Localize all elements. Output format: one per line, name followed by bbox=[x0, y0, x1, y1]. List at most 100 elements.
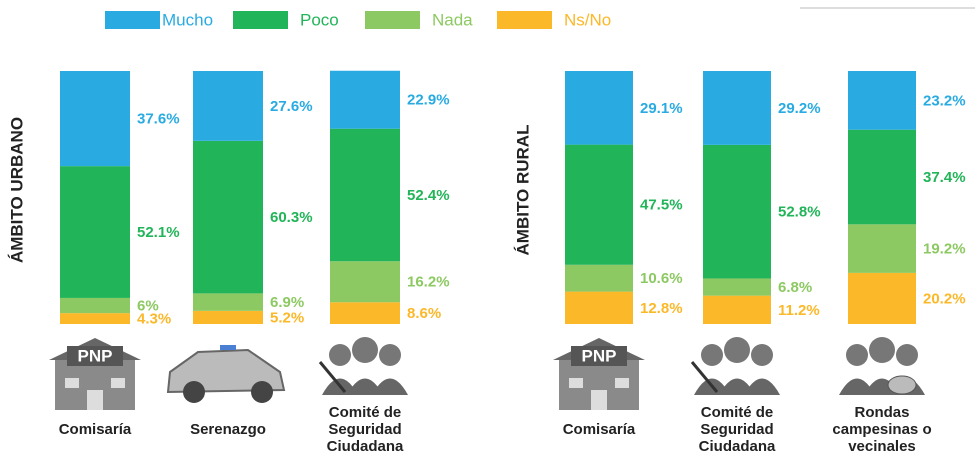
icon-sign: PNP bbox=[78, 346, 113, 365]
icon bbox=[839, 337, 925, 395]
value-label: 37.6% bbox=[137, 111, 180, 128]
bar-segment bbox=[193, 71, 263, 141]
side-label: ÁMBITO URBANO bbox=[7, 117, 26, 263]
icon-shape bbox=[846, 344, 868, 366]
icon-shape bbox=[67, 346, 123, 366]
icon-shape bbox=[87, 390, 103, 410]
legend-label: Poco bbox=[300, 10, 339, 29]
bar-segment bbox=[330, 261, 400, 303]
value-label: 20.2% bbox=[923, 290, 966, 307]
category-label: Comisaría bbox=[562, 420, 636, 438]
value-label: 10.6% bbox=[640, 270, 683, 287]
bar-segment bbox=[60, 166, 130, 298]
icon-shape bbox=[352, 337, 378, 363]
icon-shape bbox=[372, 378, 408, 395]
value-label: 4.3% bbox=[137, 311, 171, 328]
value-label: 22.9% bbox=[407, 92, 450, 109]
icon-shape bbox=[751, 344, 773, 366]
icon-shape bbox=[690, 361, 719, 393]
icon-shape bbox=[318, 361, 347, 393]
category-label: Comité de Seguridad Ciudadana bbox=[698, 403, 776, 455]
icon bbox=[690, 337, 780, 395]
bar-segment bbox=[703, 278, 771, 296]
category-label: Serenazgo bbox=[190, 420, 266, 438]
legend-label: Mucho bbox=[162, 10, 213, 29]
icon-shape bbox=[569, 378, 583, 388]
category-label: Rondas campesinas o vecinales bbox=[832, 403, 932, 455]
icon-shape bbox=[251, 381, 273, 403]
icon-shape bbox=[111, 378, 125, 388]
icon-sign: PNP bbox=[582, 346, 617, 365]
icon-shape bbox=[719, 378, 755, 395]
value-label: 12.8% bbox=[640, 300, 683, 317]
value-label: 29.1% bbox=[640, 100, 683, 117]
icon-shape bbox=[220, 345, 236, 350]
legend-label: Nada bbox=[432, 10, 473, 29]
value-label: 6.9% bbox=[270, 294, 304, 311]
category-label: Comité de Seguridad Ciudadana bbox=[326, 403, 404, 455]
legend-swatch bbox=[233, 11, 288, 29]
value-label: 52.4% bbox=[407, 187, 450, 204]
icon-shape bbox=[887, 375, 917, 395]
bar-segment bbox=[703, 295, 771, 324]
value-label: 29.2% bbox=[778, 100, 821, 117]
bar-segment bbox=[565, 264, 633, 292]
bar-segment bbox=[60, 313, 130, 324]
icon-shape bbox=[896, 344, 918, 366]
value-label: 37.4% bbox=[923, 169, 966, 186]
value-label: 8.6% bbox=[407, 305, 441, 322]
icon-shape bbox=[591, 390, 607, 410]
value-label: 5.2% bbox=[270, 309, 304, 326]
bar-segment bbox=[848, 71, 916, 130]
icon-shape bbox=[744, 378, 780, 395]
bar-segment bbox=[565, 291, 633, 324]
bar-segment bbox=[703, 144, 771, 279]
legend-swatch bbox=[497, 11, 552, 29]
icon: PNP bbox=[553, 338, 645, 410]
icon-shape bbox=[329, 344, 351, 366]
bar-segment bbox=[703, 71, 771, 145]
bar-segment bbox=[565, 144, 633, 265]
icon-shape bbox=[615, 378, 629, 388]
side-label: ÁMBITO RURAL bbox=[513, 125, 532, 256]
bar-segment bbox=[848, 129, 916, 225]
legend-swatch bbox=[105, 11, 160, 29]
bar-segment bbox=[848, 224, 916, 273]
value-label: 23.2% bbox=[923, 92, 966, 109]
icon-shape bbox=[701, 344, 723, 366]
value-label: 16.2% bbox=[407, 274, 450, 291]
icon-shape bbox=[183, 381, 205, 403]
bar-segment bbox=[848, 272, 916, 324]
value-label: 52.1% bbox=[137, 224, 180, 241]
icon-shape bbox=[869, 337, 895, 363]
value-label: 6.8% bbox=[778, 279, 812, 296]
bar-segment bbox=[330, 128, 400, 262]
legend-swatch bbox=[365, 11, 420, 29]
bar-segment bbox=[565, 71, 633, 145]
value-label: 47.5% bbox=[640, 197, 683, 214]
bar-segment bbox=[193, 310, 263, 324]
category-label: Comisaría bbox=[58, 420, 132, 438]
value-label: 6% bbox=[137, 297, 159, 314]
bar-segment bbox=[60, 297, 130, 314]
bar-segment bbox=[193, 140, 263, 294]
bar-segment bbox=[193, 293, 263, 311]
bar-segment bbox=[330, 302, 400, 324]
value-label: 19.2% bbox=[923, 241, 966, 258]
icon-shape bbox=[347, 378, 383, 395]
icon bbox=[166, 345, 286, 403]
bar-segment bbox=[60, 71, 130, 167]
icon bbox=[318, 337, 408, 395]
icon-shape bbox=[724, 337, 750, 363]
value-label: 27.6% bbox=[270, 98, 313, 115]
legend-label: Ns/No bbox=[564, 10, 611, 29]
icon-shape bbox=[839, 378, 875, 395]
icon-shape bbox=[379, 344, 401, 366]
bar-segment bbox=[330, 70, 400, 129]
icon-shape bbox=[571, 346, 627, 366]
icon: PNP bbox=[49, 338, 141, 410]
value-label: 60.3% bbox=[270, 209, 313, 226]
value-label: 52.8% bbox=[778, 204, 821, 221]
